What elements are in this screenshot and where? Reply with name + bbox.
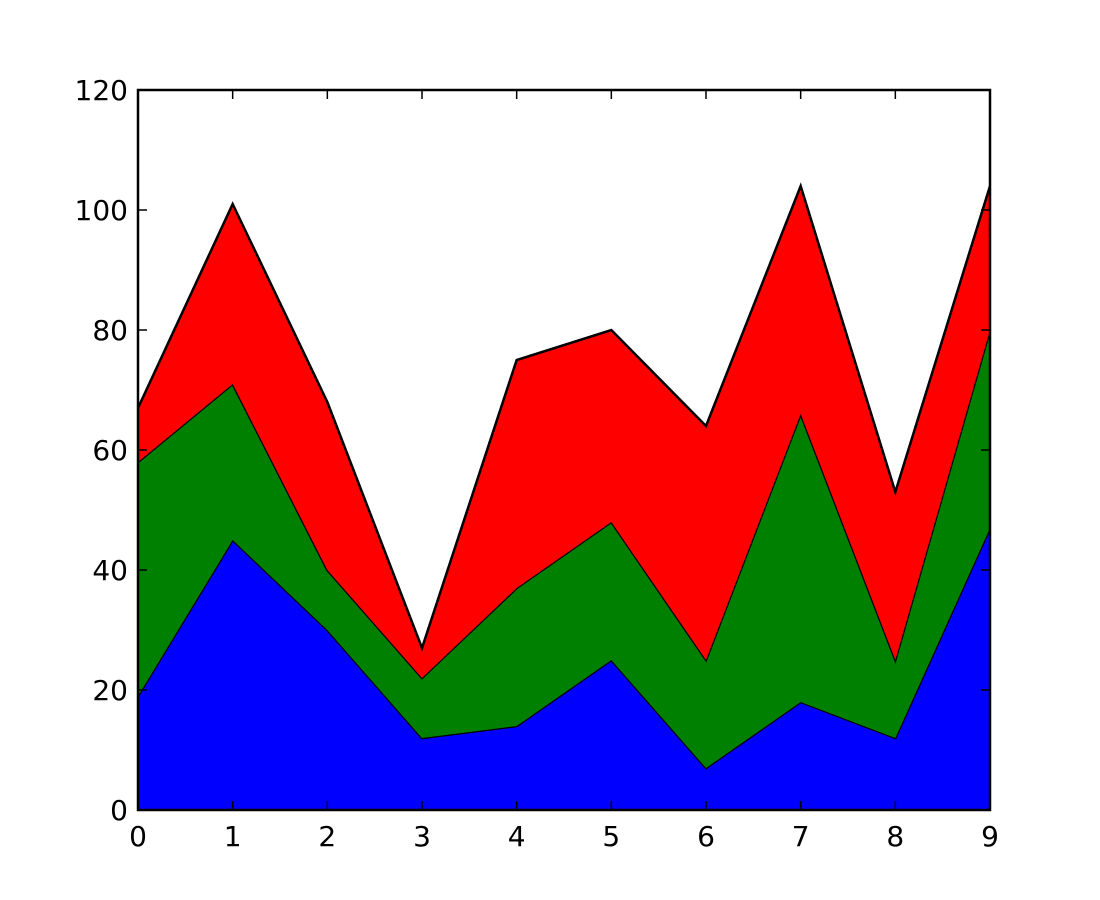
x-tick-label: 6	[697, 820, 715, 853]
area	[138, 330, 990, 768]
area-edge	[136, 182, 992, 652]
y-tick-label: 80	[92, 314, 128, 347]
x-tick-label: 1	[224, 820, 242, 853]
area	[138, 528, 990, 810]
y-tick-label: 20	[92, 674, 128, 707]
y-tick-label: 0	[110, 794, 128, 827]
x-tick-label: 7	[792, 820, 810, 853]
y-tick-label: 120	[75, 74, 128, 107]
x-tick-label: 2	[318, 820, 336, 853]
area	[138, 186, 990, 678]
x-tick-label: 0	[129, 820, 147, 853]
y-tick-label: 60	[92, 434, 128, 467]
y-tick-label: 40	[92, 554, 128, 587]
x-tick-label: 5	[602, 820, 620, 853]
y-tick-label: 100	[75, 194, 128, 227]
x-tick-label: 3	[413, 820, 431, 853]
x-tick-label: 4	[508, 820, 526, 853]
x-tick-label: 8	[886, 820, 904, 853]
x-tick-label: 9	[981, 820, 999, 853]
